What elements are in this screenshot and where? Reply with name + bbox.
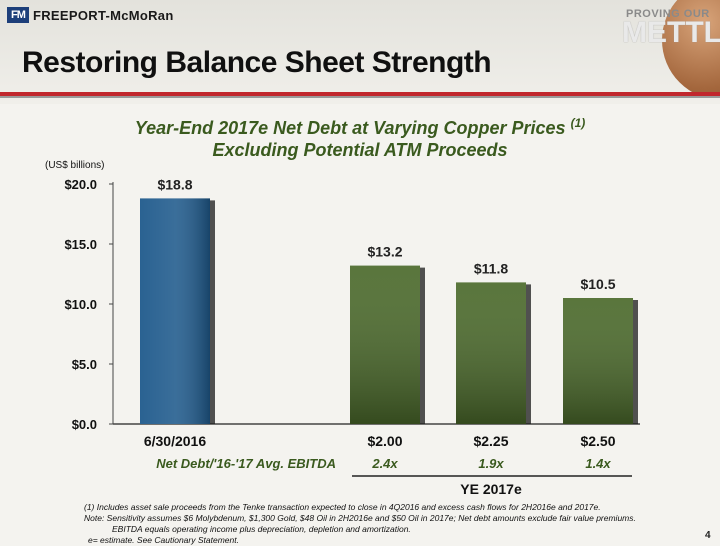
bar-shadow	[632, 300, 638, 424]
tagline-big: METTLE	[622, 16, 720, 49]
page-number: 4	[705, 530, 711, 541]
ebitda-ratio-label: 1.4x	[585, 456, 611, 471]
bar-value-label: $13.2	[367, 244, 402, 260]
bar-value-label: $11.8	[474, 260, 508, 276]
bar-value-label: $10.5	[580, 276, 615, 292]
y-tick-label: $5.0	[72, 357, 97, 372]
units-label: (US$ billions)	[45, 160, 105, 171]
title-rule-grey	[0, 96, 720, 98]
footnote-1: (1) Includes asset sale proceeds from th…	[84, 502, 601, 512]
footnote-estimate: e= estimate. See Cautionary Statement.	[88, 535, 239, 545]
logo-text: FREEPORT-McMoRan	[33, 7, 174, 23]
y-tick-label: $20.0	[64, 177, 97, 192]
title-rule-red	[0, 92, 720, 96]
bar-shading	[350, 265, 420, 424]
tagline-top: PROVING OUR	[626, 8, 710, 20]
group-label: YE 2017e	[460, 481, 522, 497]
y-tick-label: $15.0	[64, 237, 97, 252]
subtitle-text: Year-End 2017e Net Debt at Varying Coppe…	[134, 118, 566, 138]
chart-subtitle-line1: Year-End 2017e Net Debt at Varying Coppe…	[0, 116, 720, 139]
header-band	[0, 0, 720, 104]
logo-mark-icon: FM	[7, 7, 29, 23]
ebitda-ratio-label: 1.9x	[478, 456, 504, 471]
bar-shading	[456, 282, 526, 424]
bar-shading	[140, 198, 210, 424]
bar-shading	[563, 298, 633, 424]
footnote-ebitda: EBITDA equals operating income plus depr…	[112, 524, 411, 534]
x-category-label: $2.00	[367, 433, 402, 449]
ebitda-ratio-label: 2.4x	[371, 456, 398, 471]
footnote-note: Note: Sensitivity assumes $6 Molybdenum,…	[84, 513, 636, 523]
company-logo: FM FREEPORT-McMoRan	[7, 4, 197, 26]
bar-value-label: $18.8	[157, 176, 192, 192]
bar-shadow	[525, 284, 531, 424]
x-category-label: 6/30/2016	[144, 433, 206, 449]
y-tick-label: $10.0	[64, 297, 97, 312]
x-category-label: $2.25	[473, 433, 508, 449]
page-title: Restoring Balance Sheet Strength	[22, 46, 492, 79]
chart-subtitle-line2: Excluding Potential ATM Proceeds	[212, 140, 508, 160]
mettle-badge: PROVING OUR METTLE	[616, 0, 720, 92]
x-category-label: $2.50	[580, 433, 615, 449]
bar-shadow	[419, 267, 425, 424]
subtitle-footnote-mark: (1)	[570, 116, 586, 130]
bar-shadow	[209, 200, 215, 424]
y-tick-label: $0.0	[72, 417, 97, 432]
ebitda-ratio-row-label: Net Debt/'16-'17 Avg. EBITDA	[156, 456, 336, 471]
